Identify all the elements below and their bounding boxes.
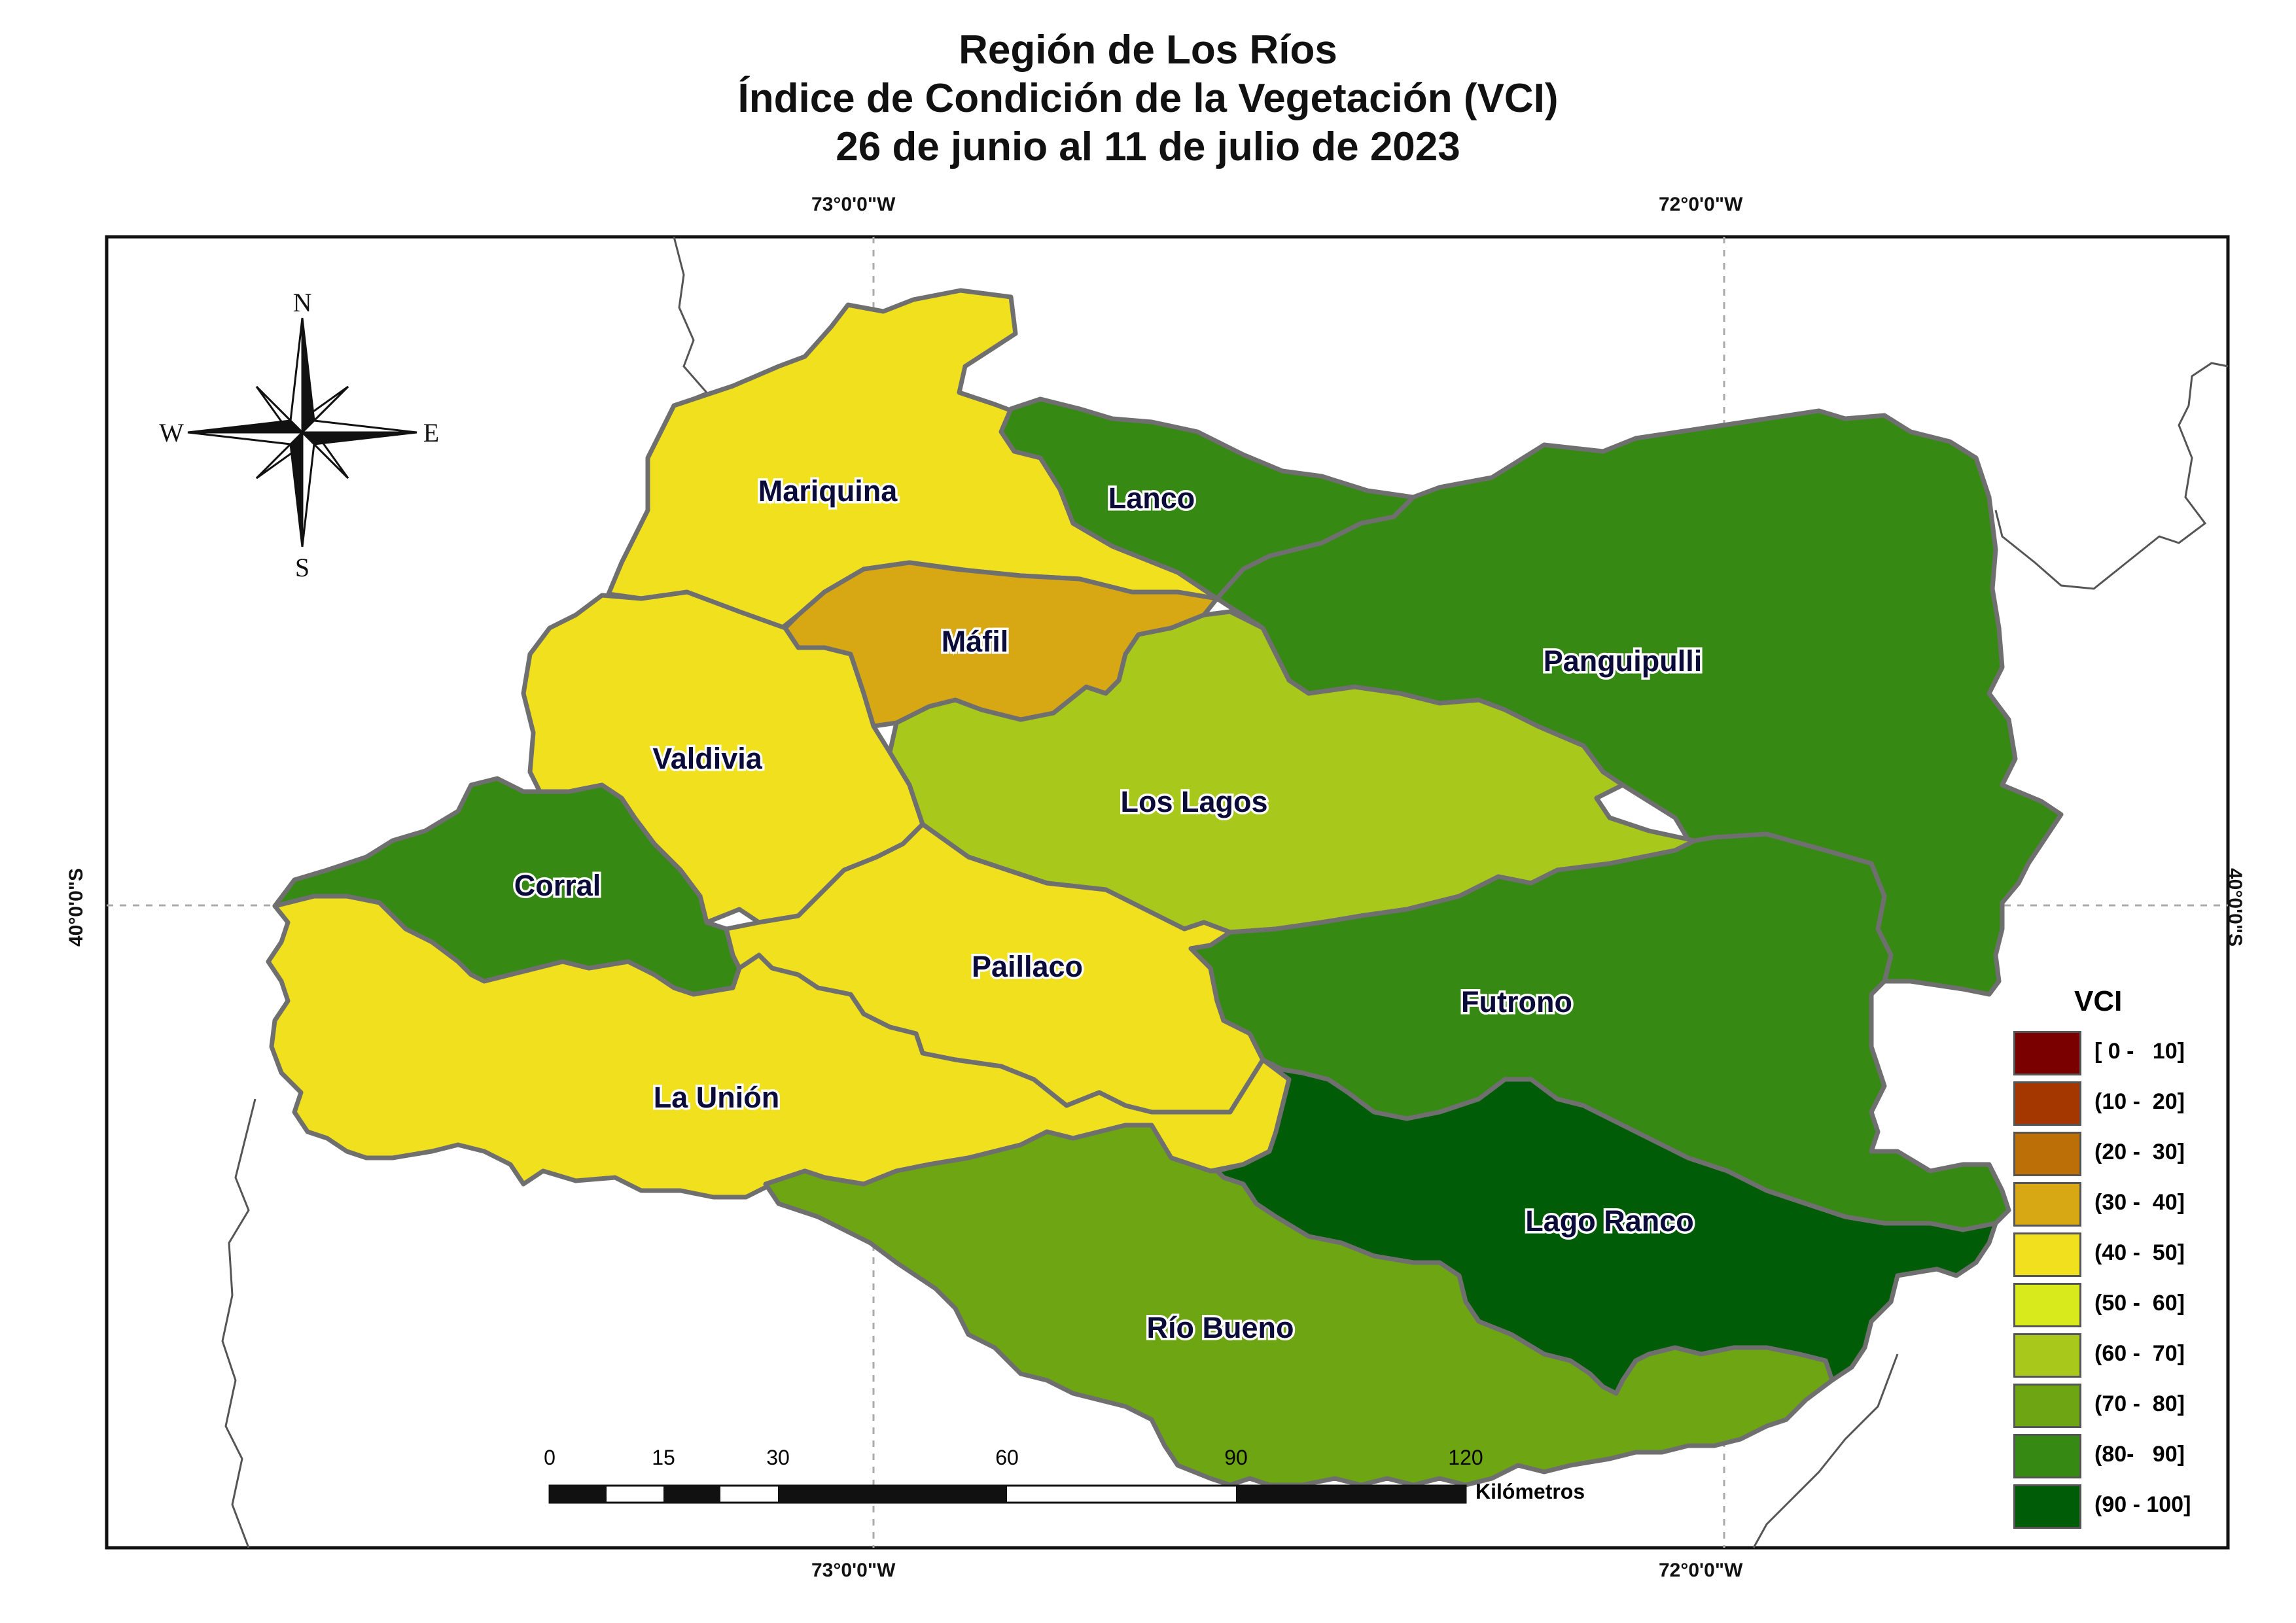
legend-swatch <box>2013 1484 2081 1529</box>
legend-swatch <box>2013 1434 2081 1478</box>
legend-label: (50 - 60] <box>2094 1291 2185 1316</box>
legend-item: (70 - 80] <box>2013 1384 2229 1431</box>
scale-tick-0: 0 <box>544 1446 556 1469</box>
legend-swatch <box>2013 1031 2081 1075</box>
label-futrono: Futrono <box>1461 985 1572 1019</box>
legend-swatch <box>2013 1132 2081 1176</box>
legend-label: (10 - 20] <box>2094 1089 2185 1114</box>
compass-n: N <box>293 288 312 317</box>
legend-item: (50 - 60] <box>2013 1283 2229 1330</box>
legend-swatch <box>2013 1081 2081 1126</box>
legend-item: (10 - 20] <box>2013 1081 2229 1128</box>
compass-e: E <box>423 418 439 447</box>
legend-item: (60 - 70] <box>2013 1333 2229 1380</box>
lon-label-top-left: 73°0'0"W <box>811 194 896 215</box>
legend-item: [ 0 - 10] <box>2013 1031 2229 1078</box>
label-loslagos: Los Lagos <box>1120 785 1267 818</box>
map-title: Región de Los Ríos Índice de Condición d… <box>0 26 2296 171</box>
legend-item: (30 - 40] <box>2013 1182 2229 1229</box>
region-labels: Mariquina Lanco Máfil Panguipulli Valdiv… <box>512 472 1704 1347</box>
legend-label: (80- 90] <box>2094 1442 2185 1467</box>
legend-label: (90 - 100] <box>2094 1492 2191 1517</box>
legend-item: (90 - 100] <box>2013 1484 2229 1531</box>
compass-s: S <box>295 553 309 582</box>
label-panguipulli: Panguipulli <box>1544 644 1703 678</box>
label-lanco: Lanco <box>1108 481 1195 515</box>
scale-tick-60: 60 <box>995 1446 1019 1469</box>
scale-tick-120: 120 <box>1448 1446 1483 1469</box>
legend-swatch <box>2013 1182 2081 1227</box>
legend-title: VCI <box>2074 985 2123 1017</box>
compass-rose-icon: N S E W <box>159 288 439 582</box>
legend-item: (20 - 30] <box>2013 1132 2229 1179</box>
label-riobueno: Río Bueno <box>1147 1311 1294 1344</box>
lon-label-bottom-right: 72°0'0"W <box>1659 1560 1743 1581</box>
label-mariquina: Mariquina <box>758 474 898 508</box>
scale-tick-15: 15 <box>652 1446 675 1469</box>
label-valdivia: Valdivia <box>652 742 763 775</box>
label-launion: La Unión <box>654 1081 779 1114</box>
label-mafil: Máfil <box>942 625 1009 658</box>
legend-swatch <box>2013 1283 2081 1327</box>
label-corral: Corral <box>514 869 601 902</box>
lon-label-top-right: 72°0'0"W <box>1659 194 1743 215</box>
label-paillaco: Paillaco <box>972 950 1083 983</box>
lon-label-bottom-left: 73°0'0"W <box>811 1560 896 1581</box>
legend-item: (40 - 50] <box>2013 1232 2229 1280</box>
legend-label: (20 - 30] <box>2094 1140 2185 1164</box>
scale-bar <box>548 1484 1467 1504</box>
label-lagoranco: Lago Ranco <box>1525 1204 1694 1238</box>
legend-swatch <box>2013 1333 2081 1378</box>
legend-label: (30 - 40] <box>2094 1190 2185 1215</box>
region-riobueno[interactable] <box>763 1123 1835 1488</box>
legend-item: (80- 90] <box>2013 1434 2229 1481</box>
scale-tick-90: 90 <box>1224 1446 1248 1469</box>
legend-swatch <box>2013 1384 2081 1428</box>
compass-w: W <box>159 418 184 447</box>
legend-label: [ 0 - 10] <box>2094 1039 2185 1064</box>
legend-swatch <box>2013 1232 2081 1277</box>
title-line-1: Región de Los Ríos <box>959 27 1337 73</box>
legend-label: (40 - 50] <box>2094 1240 2185 1265</box>
legend-label: (70 - 80] <box>2094 1391 2185 1416</box>
legend-label: (60 - 70] <box>2094 1341 2185 1366</box>
scale-unit: Kilómetros <box>1475 1480 1585 1503</box>
title-line-3: 26 de junio al 11 de julio de 2023 <box>836 124 1460 169</box>
scale-tick-30: 30 <box>766 1446 790 1469</box>
title-line-2: Índice de Condición de la Vegetación (VC… <box>737 76 1559 121</box>
